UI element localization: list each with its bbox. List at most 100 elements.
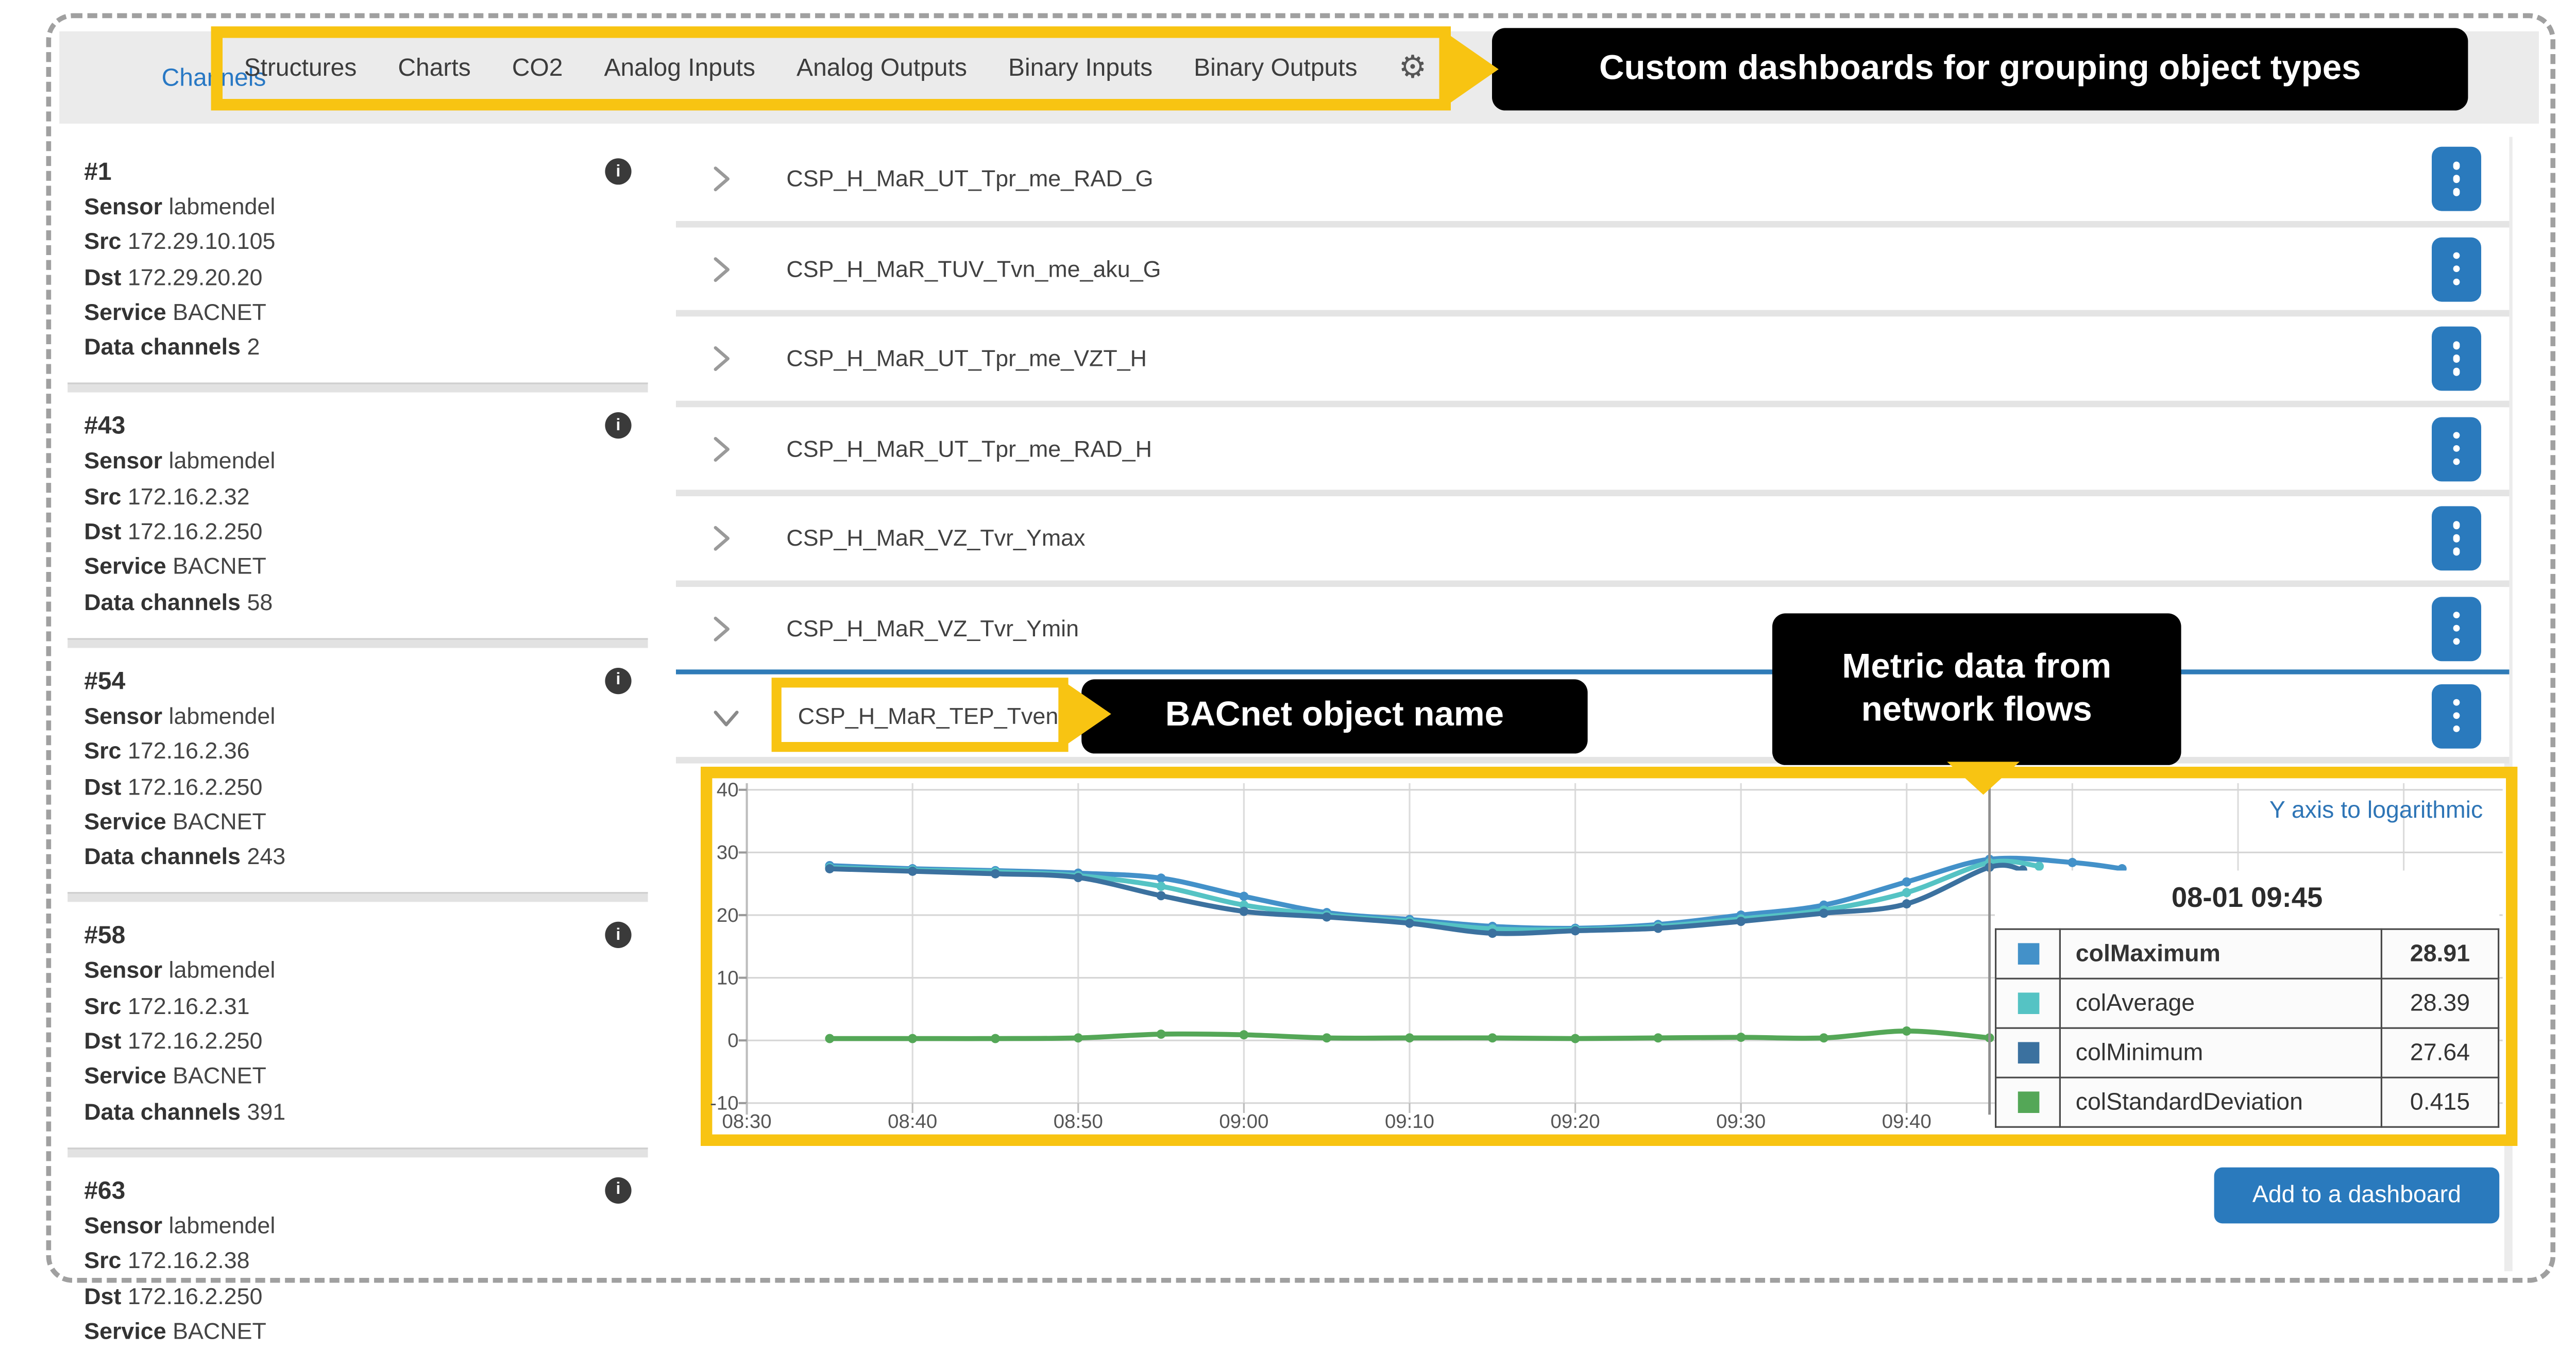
channel-entry-header: #58 i: [84, 919, 632, 954]
legend-swatch-icon: [2017, 992, 2039, 1014]
y-axis-tick-label: 10: [716, 966, 739, 989]
tab-binary-outputs[interactable]: Binary Outputs: [1194, 54, 1358, 82]
channel-entry[interactable]: #58 i Sensor labmendel Src 172.16.2.31 Dst 1…: [67, 902, 648, 1147]
chevron-right-icon[interactable]: [712, 345, 732, 381]
channel-field: Dst 172.29.20.20: [84, 263, 263, 290]
channel-field: Service BACNET: [84, 553, 266, 580]
channel-field: Src 172.29.10.105: [84, 228, 276, 255]
channel-field: Sensor labmendel: [84, 1211, 276, 1238]
chevron-right-icon[interactable]: [712, 614, 732, 650]
channel-id: #1: [84, 158, 112, 187]
row-menu-button[interactable]: [2432, 146, 2481, 211]
list-divider: [67, 638, 648, 648]
tooltip-row: colAverage 28.39: [1995, 977, 2500, 1029]
legend-swatch-icon: [2017, 943, 2039, 965]
y-axis-tick-label: -10: [710, 1091, 739, 1115]
object-name: CSP_H_MaR_UT_Tpr_me_RAD_G: [786, 165, 1154, 192]
x-axis-tick-label: 09:20: [1550, 1109, 1600, 1133]
object-row[interactable]: CSP_H_MaR_VZ_Tvr_Ymax: [676, 496, 2510, 580]
tab-charts[interactable]: Charts: [398, 54, 471, 82]
object-name-highlight-box: CSP_H_MaR_TEP_Tven: [771, 678, 1069, 752]
info-icon[interactable]: i: [605, 413, 632, 440]
row-menu-button[interactable]: [2432, 416, 2481, 481]
legend-swatch-icon: [2017, 1042, 2039, 1064]
channel-entry[interactable]: #63 i Sensor labmendel Src 172.16.2.38 Dst 1…: [67, 1157, 648, 1367]
chevron-right-icon[interactable]: [712, 165, 732, 201]
object-row[interactable]: CSP_H_MaR_VZ_Tvr_Ymin: [676, 586, 2510, 670]
tab-structures[interactable]: Structures: [244, 54, 357, 82]
info-icon[interactable]: i: [605, 1177, 632, 1204]
chevron-down-icon[interactable]: [712, 706, 740, 736]
y-axis-tick-label: 30: [716, 841, 739, 864]
gear-icon[interactable]: ⚙: [1398, 51, 1427, 86]
tab-analog-outputs[interactable]: Analog Outputs: [796, 54, 967, 82]
channel-field: Data channels 58: [84, 588, 273, 615]
tooltip-row: colStandardDeviation 0.415: [1995, 1076, 2500, 1128]
chevron-right-icon[interactable]: [712, 255, 732, 291]
object-row[interactable]: CSP_H_MaR_UT_Tpr_me_VZT_H: [676, 316, 2510, 400]
callout-arrow-right-icon: [1058, 678, 1111, 750]
channel-field: Data channels 2: [84, 333, 260, 360]
annotation-custom-dashboards: Custom dashboards for grouping object ty…: [1492, 28, 2468, 111]
channel-field: Service BACNET: [84, 1062, 266, 1089]
row-menu-button[interactable]: [2432, 596, 2481, 661]
channel-entry-header: #43 i: [84, 410, 632, 444]
object-row[interactable]: CSP_H_MaR_UT_Tpr_me_RAD_G: [676, 137, 2510, 221]
tab-co2[interactable]: CO2: [512, 54, 563, 82]
x-axis-tick-label: 09:10: [1384, 1109, 1435, 1133]
channel-entry[interactable]: #43 i Sensor labmendel Src 172.16.2.32 Dst 1…: [67, 393, 648, 638]
object-name: CSP_H_MaR_UT_Tpr_me_RAD_H: [786, 435, 1152, 462]
row-menu-button[interactable]: [2432, 237, 2481, 301]
channel-field: Data channels 243: [84, 842, 286, 869]
tooltip-row: colMaximum 28.91: [1995, 928, 2500, 980]
row-menu-button[interactable]: [2432, 506, 2481, 571]
chart-tooltip: 08-01 09:45 colMaximum 28.91 colAverage 28.…: [1995, 870, 2500, 1128]
x-axis-tick-label: 09:30: [1716, 1109, 1766, 1133]
object-name: CSP_H_MaR_VZ_Tvr_Ymin: [786, 614, 1079, 641]
y-axis-tick-label: 40: [716, 778, 739, 802]
chevron-right-icon[interactable]: [712, 434, 732, 470]
app-stage: Channels Structures Charts CO2 Analog Input…: [46, 13, 2555, 1344]
row-menu-button[interactable]: [2432, 326, 2481, 391]
channel-field: Src 172.16.2.32: [84, 482, 250, 510]
x-axis-tick-label: 08:40: [888, 1109, 938, 1133]
annotation-metric-line2: network flows: [1861, 690, 2092, 729]
channel-field: Sensor labmendel: [84, 447, 276, 474]
channel-entry[interactable]: #54 i Sensor labmendel Src 172.16.2.36 Dst 1…: [67, 648, 648, 893]
channel-field: Service BACNET: [84, 807, 266, 834]
annotation-metric-line1: Metric data from: [1842, 648, 2112, 686]
channel-list: #1 i Sensor labmendel Src 172.29.10.105 Dst …: [67, 138, 648, 1367]
channel-entry-header: #1 i: [84, 155, 632, 190]
channel-field: Src 172.16.2.36: [84, 737, 250, 764]
channel-field: Data channels 391: [84, 1098, 286, 1124]
channel-field: Sensor labmendel: [84, 957, 276, 984]
row-menu-button[interactable]: [2432, 683, 2481, 748]
metric-chart: Y axis to logarithmic 08-01 09:45 colMax…: [701, 767, 2518, 1146]
tab-analog-inputs[interactable]: Analog Inputs: [604, 54, 756, 82]
object-row[interactable]: CSP_H_MaR_TUV_Tvn_me_aku_G: [676, 227, 2510, 310]
channel-field: Dst 172.16.2.250: [84, 1282, 263, 1309]
list-divider: [67, 892, 648, 903]
channel-field: Dst 172.16.2.250: [84, 518, 263, 545]
list-divider: [676, 220, 2510, 227]
x-axis-tick-label: 09:00: [1219, 1109, 1269, 1133]
object-row-expanded[interactable]: CSP_H_MaR_TEP_Tven BACnet object name: [676, 673, 2510, 757]
channel-field: Service BACNET: [84, 298, 266, 325]
tab-binary-inputs[interactable]: Binary Inputs: [1008, 54, 1153, 82]
x-axis-tick-label: 08:50: [1053, 1109, 1103, 1133]
channel-field: Dst 172.16.2.250: [84, 772, 263, 799]
y-axis-tick-label: 20: [716, 903, 739, 927]
chevron-right-icon[interactable]: [712, 525, 732, 561]
channel-id: #63: [84, 1177, 126, 1205]
info-icon[interactable]: i: [605, 158, 632, 185]
channel-entry[interactable]: #1 i Sensor labmendel Src 172.29.10.105 Dst …: [67, 138, 648, 383]
object-row[interactable]: CSP_H_MaR_UT_Tpr_me_RAD_H: [676, 406, 2510, 490]
y-axis-logarithmic-link[interactable]: Y axis to logarithmic: [2269, 798, 2483, 824]
annotation-bacnet-object-name: BACnet object name: [1081, 678, 1588, 753]
list-divider: [67, 383, 648, 394]
info-icon[interactable]: i: [605, 922, 632, 949]
info-icon[interactable]: i: [605, 667, 632, 695]
add-to-dashboard-button[interactable]: Add to a dashboard: [2214, 1167, 2500, 1224]
callout-arrow-down-icon: [1947, 762, 2020, 795]
x-axis-tick-label: 08:30: [722, 1109, 772, 1133]
